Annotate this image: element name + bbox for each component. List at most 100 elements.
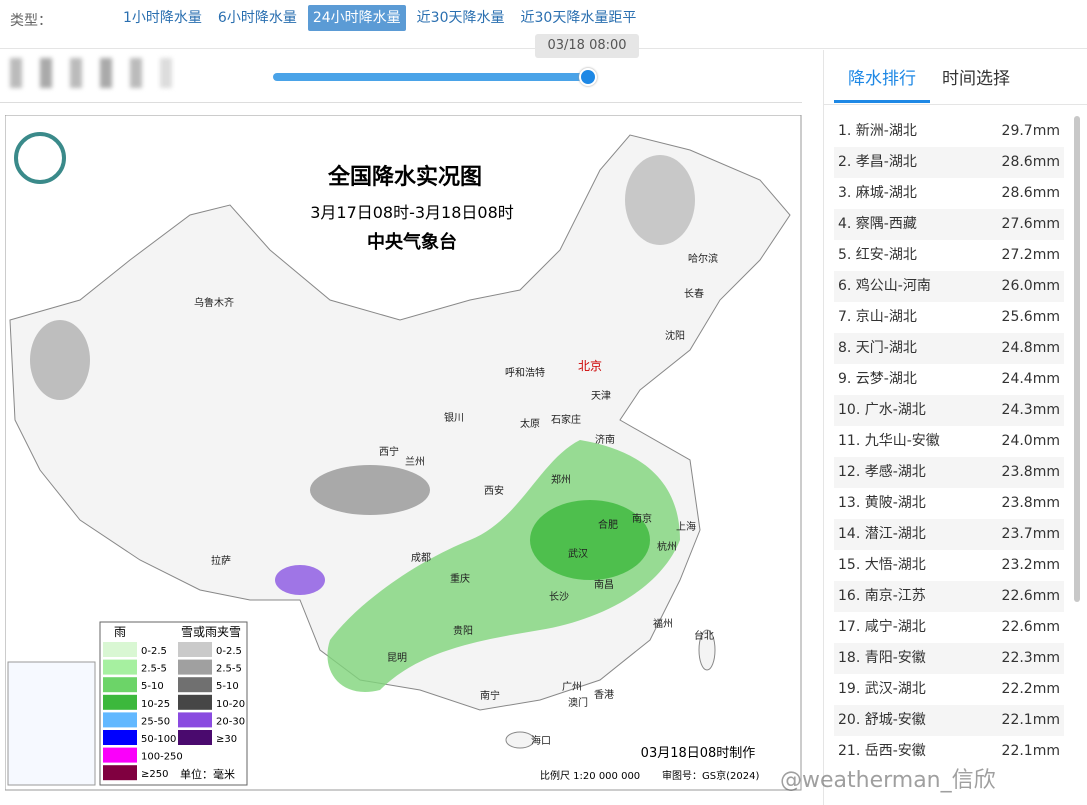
- type-tab[interactable]: 1小时降水量: [123, 10, 202, 26]
- panel-tab[interactable]: 降水排行: [848, 69, 916, 89]
- slider-handle[interactable]: [579, 68, 597, 86]
- ranking-row[interactable]: 16. 南京-江苏 22.6mm: [834, 581, 1064, 612]
- ranking-row[interactable]: 19. 武汉-湖北 22.2mm: [834, 674, 1064, 705]
- ranking-row[interactable]: 1. 新洲-湖北 29.7mm: [834, 116, 1064, 147]
- ranking-value: 24.4mm: [1001, 371, 1060, 387]
- legend-label: 50-100: [141, 734, 176, 745]
- ranking-row[interactable]: 21. 岳西-安徽 22.1mm: [834, 736, 1064, 767]
- ranking-row[interactable]: 6. 鸡公山-河南 26.0mm: [834, 271, 1064, 302]
- ranking-station: 8. 天门-湖北: [838, 340, 917, 356]
- type-tab[interactable]: 近30天降水量距平: [520, 10, 637, 26]
- ranking-row[interactable]: 7. 京山-湖北 25.6mm: [834, 302, 1064, 333]
- legend-label: 2.5-5: [216, 664, 242, 675]
- ranking-row[interactable]: 8. 天门-湖北 24.8mm: [834, 333, 1064, 364]
- city-label: 长春: [684, 288, 704, 300]
- ranking-row[interactable]: 14. 潜江-湖北 23.7mm: [834, 519, 1064, 550]
- ranking-value: 23.8mm: [1001, 464, 1060, 480]
- ranking-value: 24.8mm: [1001, 340, 1060, 356]
- ranking-row[interactable]: 9. 云梦-湖北 24.4mm: [834, 364, 1064, 395]
- ranking-value: 22.1mm: [1001, 712, 1060, 728]
- city-label: 香港: [594, 689, 614, 701]
- type-tab[interactable]: 24小时降水量: [307, 5, 406, 31]
- city-label: 天津: [591, 390, 611, 402]
- ranking-value: 23.7mm: [1001, 526, 1060, 542]
- city-label: 武汉: [568, 547, 588, 560]
- ranking-station: 10. 广水-湖北: [838, 402, 926, 418]
- ranking-station: 20. 舒城-安徽: [838, 712, 926, 728]
- city-label: 石家庄: [551, 413, 581, 426]
- city-label: 银川: [444, 411, 464, 424]
- legend-label: 20-30: [216, 716, 245, 727]
- legend-swatch: [178, 659, 212, 675]
- ranking-station: 7. 京山-湖北: [838, 309, 917, 325]
- ranking-station: 4. 察隅-西藏: [838, 216, 917, 232]
- ranking-value: 28.6mm: [1001, 154, 1060, 170]
- icons: [10, 58, 172, 88]
- ranking-value: 22.3mm: [1001, 650, 1060, 666]
- divider: [0, 102, 802, 103]
- city-label: 乌鲁木齐: [194, 296, 234, 309]
- ranking-row[interactable]: 4. 察隅-西藏 27.6mm: [834, 209, 1064, 240]
- ranking-row[interactable]: 12. 孝感-湖北 23.8mm: [834, 457, 1064, 488]
- city-label: 海口: [531, 734, 551, 747]
- ranking-station: 21. 岳西-安徽: [838, 743, 926, 759]
- ranking-row[interactable]: 2. 孝昌-湖北 28.6mm: [834, 147, 1064, 178]
- legend-swatch: [103, 712, 137, 728]
- city-label: 兰州: [405, 455, 425, 468]
- city-label: 南昌: [594, 578, 614, 591]
- ranking-value: 22.6mm: [1001, 619, 1060, 635]
- legend-label: 100-250: [141, 752, 183, 763]
- city-label: 广州: [562, 681, 582, 693]
- ranking-row[interactable]: 5. 红安-湖北 27.2mm: [834, 240, 1064, 271]
- ranking-value: 25.6mm: [1001, 309, 1060, 325]
- ranking-row[interactable]: 10. 广水-湖北 24.3mm: [834, 395, 1064, 426]
- ranking-row[interactable]: 3. 麻城-湖北 28.6mm: [834, 178, 1064, 209]
- slider-tooltip: 03/18 08:00: [535, 34, 639, 58]
- side-panel: 降水排行 时间选择 1. 新洲-湖北 29.7mm 2. 孝昌-湖北 28.6mm 3.…: [823, 50, 1087, 805]
- legend-swatch: [178, 677, 212, 693]
- ranking-row[interactable]: 17. 咸宁-湖北 22.6mm: [834, 612, 1064, 643]
- ranking-station: 9. 云梦-湖北: [838, 371, 917, 387]
- legend-label: 0-2.5: [216, 646, 242, 657]
- ranking-value: 27.6mm: [1001, 216, 1060, 232]
- ranking-station: 6. 鸡公山-河南: [838, 278, 931, 294]
- city-label: 哈尔滨: [688, 252, 718, 265]
- slider-track[interactable]: [273, 73, 588, 81]
- type-tab[interactable]: 6小时降水量: [217, 10, 297, 26]
- city-label: 贵阳: [453, 624, 473, 637]
- ranking-row[interactable]: 11. 九华山-安徽 24.0mm: [834, 426, 1064, 457]
- ranking-station: 18. 青阳-安徽: [838, 650, 926, 666]
- legend-label: 5-10: [141, 681, 164, 692]
- legend-label: 10-25: [141, 699, 170, 710]
- legend-label: 5-10: [216, 681, 239, 692]
- city-label: 南京: [632, 512, 652, 525]
- ranking-row[interactable]: 18. 青阳-安徽 22.3mm: [834, 643, 1064, 674]
- ranking-station: 11. 九华山-安徽: [838, 433, 940, 449]
- city-label: 福州: [653, 617, 673, 630]
- legend-label: 10-20: [216, 699, 245, 710]
- scale: 比例尺 1:20 000 000: [540, 769, 640, 782]
- ranking-value: 22.2mm: [1001, 681, 1060, 697]
- city-label: 澳门: [568, 696, 588, 709]
- ranking-row[interactable]: 20. 舒城-安徽 22.1mm: [834, 705, 1064, 736]
- approval: 审图号：GS京(2024): [662, 769, 759, 782]
- ranking-row[interactable]: 15. 大悟-湖北 23.2mm: [834, 550, 1064, 581]
- type-tab[interactable]: 近30天降水量: [416, 10, 505, 26]
- scrollbar[interactable]: [1074, 116, 1080, 602]
- ranking-station: 5. 红安-湖北: [838, 247, 917, 263]
- city-label: 台北: [694, 629, 714, 642]
- city-label: 杭州: [657, 540, 677, 553]
- panel-tab[interactable]: 时间选择: [942, 69, 1010, 89]
- legend-swatch: [103, 765, 137, 781]
- legend-swatch: [178, 730, 212, 745]
- city-label: 拉萨: [211, 554, 231, 567]
- ranking-station: 12. 孝感-湖北: [838, 464, 926, 480]
- ranking-station: 14. 潜江-湖北: [838, 526, 926, 542]
- city-label: 北京: [578, 359, 602, 373]
- legend-swatch: [103, 730, 137, 745]
- legend-swatch: [103, 677, 137, 693]
- map: 全国降水实况图 3月17日08时-3月18日08时 中央气象台 雨 雪或雨夹雪 …: [5, 115, 802, 791]
- ranking-row[interactable]: 13. 黄陂-湖北 23.8mm: [834, 488, 1064, 519]
- city-label: 沈阳: [665, 329, 685, 342]
